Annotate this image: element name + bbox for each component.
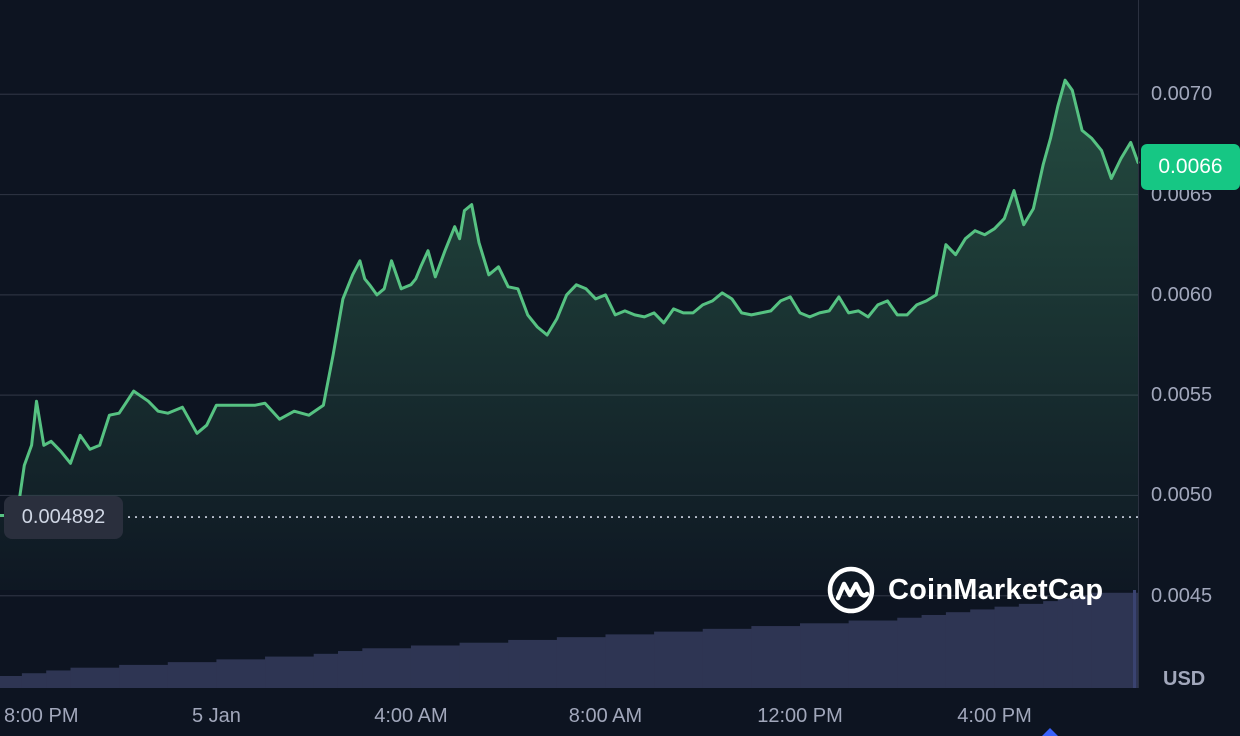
volume-bar (362, 648, 412, 688)
volume-bar (1057, 598, 1073, 688)
volume-bar (70, 667, 120, 688)
volume-bar (1018, 603, 1044, 688)
volume-bar (848, 620, 898, 688)
y-tick-label: 0.0060 (1151, 283, 1213, 306)
volume-bar (313, 653, 339, 688)
x-tick-label: 4:00 PM (957, 705, 1032, 727)
volume-bar (897, 617, 923, 688)
x-tick-label: 8:00 PM (4, 705, 79, 727)
volume-bar (21, 673, 47, 688)
x-tick-label: 4:00 AM (374, 705, 448, 727)
volume-bar (459, 642, 509, 688)
coinmarketcap-watermark: CoinMarketCap (826, 565, 1103, 615)
volume-bar (556, 637, 606, 688)
price-line[interactable] (0, 78, 1140, 517)
last-price-badge: 0.0066 (1141, 144, 1240, 190)
caret-up-icon (1042, 728, 1058, 736)
volume-bar (119, 664, 169, 688)
volume-bar (751, 626, 801, 688)
volume-bar (1072, 595, 1093, 688)
volume-bar (1133, 590, 1136, 688)
y-tick-label: 0.0055 (1151, 384, 1213, 407)
x-tick-label: 12:00 PM (757, 705, 843, 727)
volume-bar (508, 639, 558, 688)
volume-bar (800, 623, 850, 688)
volume-bar (265, 656, 315, 688)
volume-bar (167, 662, 217, 688)
volume-bar (921, 614, 947, 688)
volume-bar (216, 659, 266, 688)
volume-bars (0, 590, 1139, 688)
coinmarketcap-logo-icon (827, 566, 875, 614)
currency-unit-label: USD (1163, 668, 1206, 690)
volume-bar (46, 670, 72, 688)
x-tick-label: 5 Jan (191, 705, 241, 727)
open-price-badge: 0.004892 (4, 495, 123, 539)
y-tick-label: 0.0050 (1151, 484, 1213, 507)
y-tick-label: 0.0070 (1151, 83, 1213, 106)
volume-bar (970, 609, 996, 688)
volume-bar (0, 676, 23, 688)
volume-bar (654, 631, 704, 688)
price-area-fill (0, 80, 1138, 590)
watermark-brand-text: CoinMarketCap (888, 573, 1104, 606)
volume-bar (1091, 592, 1139, 688)
x-tick-label: 8:00 AM (568, 705, 643, 727)
volume-bar (702, 628, 752, 688)
volume-bar (994, 606, 1020, 688)
volume-bar (1043, 601, 1059, 688)
y-tick-label: 0.0045 (1151, 584, 1213, 607)
volume-bar (945, 612, 971, 688)
volume-bar (410, 645, 461, 688)
volume-bar (337, 651, 363, 688)
volume-bar (605, 634, 655, 688)
